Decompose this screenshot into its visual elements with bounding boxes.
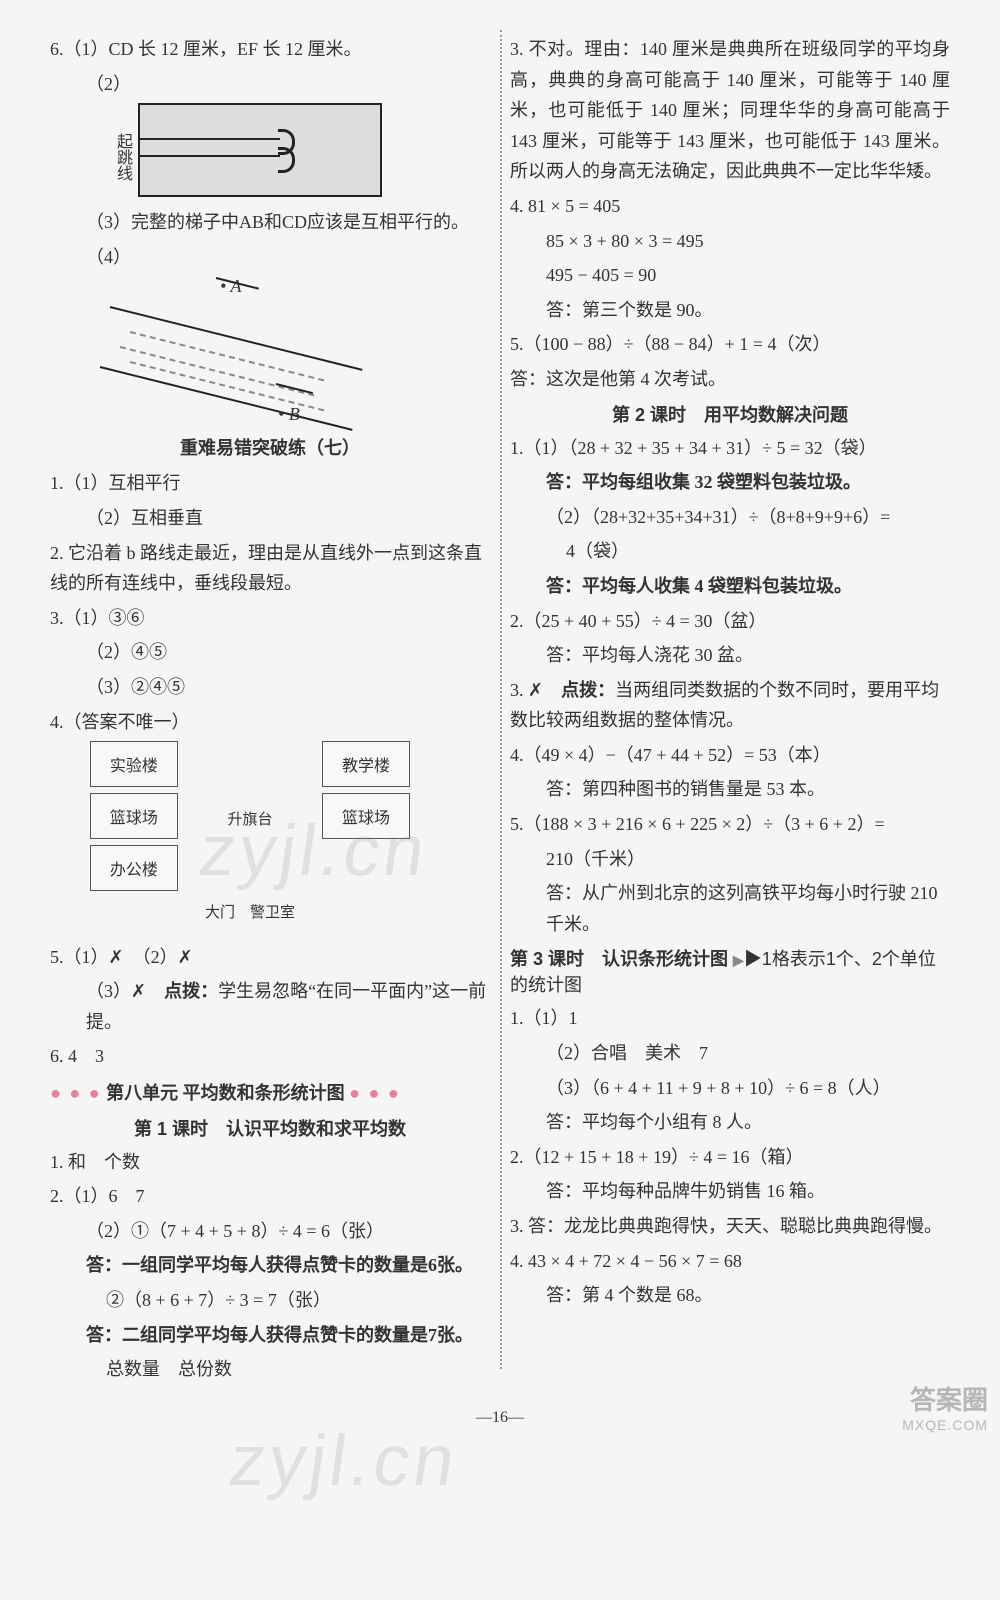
q3-1: 3.（1）③⑥ (50, 603, 490, 634)
l2-4a: 答：第四种图书的销售量是 53 本。 (510, 774, 950, 805)
lesson2-title: 第 2 课时 用平均数解决问题 (510, 401, 950, 427)
r-q3: 3. 不对。理由：140 厘米是典典所在班级同学的平均身高，典典的身高可能高于 … (510, 34, 950, 187)
dots-icon: ● ● ● (349, 1083, 401, 1103)
l2-5a: 答：从广州到北京的这列高铁平均每小时行驶 210 千米。 (510, 878, 950, 939)
q6-1: 6.（1）CD 长 12 厘米，EF 长 12 厘米。 (50, 34, 490, 65)
l2-5: 5.（188 × 3 + 216 × 6 + 225 × 2）÷（3 + 6 +… (510, 809, 950, 840)
u8-2-2c: ②（8 + 6 + 7）÷ 3 = 7（张） (50, 1285, 490, 1316)
right-column: 3. 不对。理由：140 厘米是典典所在班级同学的平均身高，典典的身高可能高于 … (500, 30, 960, 1389)
r-q4-a: 答：第三个数是 90。 (510, 295, 950, 326)
triangle-icon: ▶ (733, 952, 744, 968)
track-figure: 起跳线 (110, 103, 490, 197)
l2-1-2b: 4（袋） (510, 536, 950, 567)
q6-4-label: （4） (50, 242, 490, 273)
r-q4-1: 4. 81 × 5 = 405 (510, 191, 950, 222)
u8-2-2b: 答：一组同学平均每人获得点赞卡的数量是6张。 (50, 1250, 490, 1281)
q4: 4.（答案不唯一） (50, 707, 490, 738)
cell-office: 办公楼 (91, 846, 178, 891)
track-start-label: 起跳线 (110, 103, 134, 181)
title-7: 重难易错突破练（七） (50, 434, 490, 460)
l3-1-3a: 答：平均每个小组有 8 人。 (510, 1107, 950, 1138)
cell-gate: 大门 警卫室 (177, 891, 322, 932)
track-box (138, 103, 382, 197)
cell-bb2: 篮球场 (323, 794, 410, 839)
l3-4a: 答：第 4 个数是 68。 (510, 1280, 950, 1311)
column-divider (500, 30, 502, 1369)
school-layout: 实验楼 教学楼 篮球场 升旗台 篮球场 办公楼 大门 警卫室 (90, 741, 410, 932)
l2-3: 3. ✗ 点拨：当两组同类数据的个数不同时，要用平均数比较两组数据的整体情况。 (510, 675, 950, 736)
l3-1-1: 1.（1）1 (510, 1003, 950, 1034)
cell-teach: 教学楼 (323, 742, 410, 787)
u8-2-2d: 答：二组同学平均每人获得点赞卡的数量是7张。 (50, 1320, 490, 1351)
r-q4-3: 495 − 405 = 90 (510, 260, 950, 291)
l2-1-1: 1.（1）（28 + 32 + 35 + 34 + 31）÷ 5 = 32（袋） (510, 433, 950, 464)
cell-lab: 实验楼 (91, 742, 178, 787)
l2-1-1a: 答：平均每组收集 32 袋塑料包装垃圾。 (510, 467, 950, 498)
l3-2: 2.（12 + 15 + 18 + 19）÷ 4 = 16（箱） (510, 1142, 950, 1173)
lesson1-title: 第 1 课时 认识平均数和求平均数 (50, 1115, 490, 1141)
q3-2: （2）④⑤ (50, 637, 490, 668)
u8-2-1: 2.（1）6 7 (50, 1181, 490, 1212)
q1-1: 1.（1）互相平行 (50, 468, 490, 499)
page-footer: —16— (0, 1409, 1000, 1441)
q6-ans: 6. 4 3 (50, 1041, 490, 1072)
corner-logo: 答案圈 MXQE.COM (902, 1380, 988, 1433)
u8-2-2a: （2）①（7 + 4 + 5 + 8）÷ 4 = 6（张） (50, 1216, 490, 1247)
l3-1-2: （2）合唱 美术 7 (510, 1038, 950, 1069)
dots-icon: ● ● ● (50, 1083, 102, 1103)
l2-5b: 210（千米） (510, 844, 950, 875)
q6-2-label: （2） (50, 69, 490, 100)
q1-2: （2）互相垂直 (50, 503, 490, 534)
lesson3-title: 第 3 课时 认识条形统计图 ▶▶1格表示1个、2个单位的统计图 (510, 945, 950, 997)
l3-4: 4. 43 × 4 + 72 × 4 − 56 × 7 = 68 (510, 1246, 950, 1277)
u8-2-2e: 总数量 总份数 (50, 1354, 490, 1385)
cell-bb1: 篮球场 (91, 794, 178, 839)
left-column: 6.（1）CD 长 12 厘米，EF 长 12 厘米。 （2） 起跳线 （3）完… (40, 30, 500, 1389)
r-q4-2: 85 × 3 + 80 × 3 = 495 (510, 226, 950, 257)
r-q5-a: 答：这次是他第 4 次考试。 (510, 364, 950, 395)
q2: 2. 它沿着 b 路线走最近，理由是从直线外一点到这条直线的所有连线中，垂线段最… (50, 538, 490, 599)
l3-1-3: （3）（6 + 4 + 11 + 9 + 8 + 10）÷ 6 = 8（人） (510, 1073, 950, 1104)
q3-3: （3）②④⑤ (50, 672, 490, 703)
u8-1: 1. 和 个数 (50, 1147, 490, 1178)
page-content: 6.（1）CD 长 12 厘米，EF 长 12 厘米。 （2） 起跳线 （3）完… (0, 0, 1000, 1409)
point-b: • B (278, 404, 300, 425)
q5-3: （3）✗ 点拨：学生易忽略“在同一平面内”这一前提。 (50, 976, 490, 1037)
l2-1-2: （2）（28+32+35+34+31）÷（8+8+9+9+6）= (510, 502, 950, 533)
q5-1: 5.（1）✗ （2）✗ (50, 942, 490, 973)
l2-2a: 答：平均每人浇花 30 盆。 (510, 640, 950, 671)
l3-2a: 答：平均每种品牌牛奶销售 16 箱。 (510, 1176, 950, 1207)
l2-2: 2.（25 + 40 + 55）÷ 4 = 30（盆） (510, 606, 950, 637)
cell-flag: 升旗台 (177, 794, 322, 839)
river-figure: • A • B (120, 276, 340, 426)
l2-1-2a: 答：平均每人收集 4 袋塑料包装垃圾。 (510, 571, 950, 602)
r-q5-1: 5.（100 − 88）÷（88 − 84）+ 1 = 4（次） (510, 329, 950, 360)
q6-3: （3）完整的梯子中AB和CD应该是互相平行的。 (50, 207, 490, 238)
l3-3: 3. 答：龙龙比典典跑得快，天天、聪聪比典典跑得慢。 (510, 1211, 950, 1242)
unit8-title: ● ● ● 第八单元 平均数和条形统计图 ● ● ● (50, 1078, 490, 1109)
l2-4: 4.（49 × 4）−（47 + 44 + 52）= 53（本） (510, 740, 950, 771)
